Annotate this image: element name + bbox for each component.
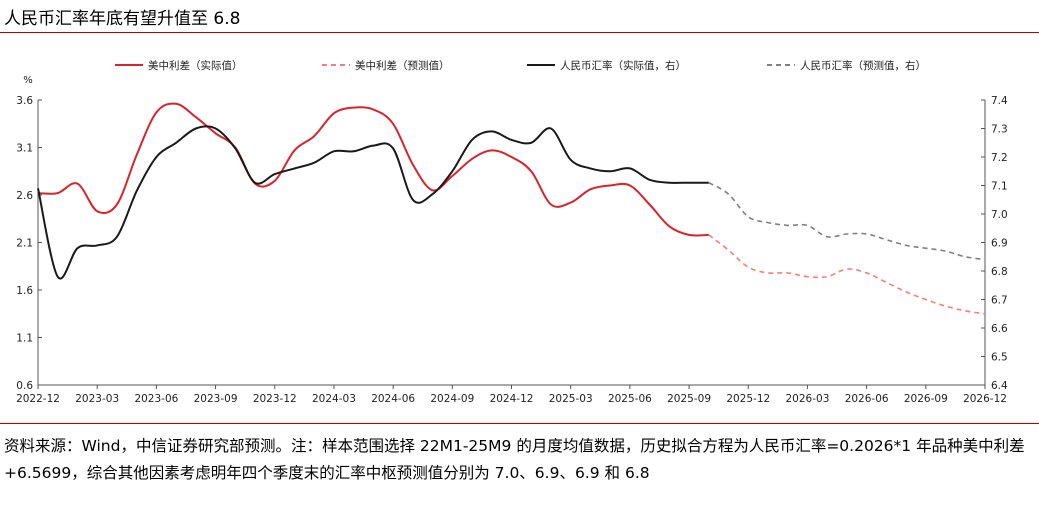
legend-label: 人民币汇率（预测值，右）	[800, 59, 926, 72]
source-note: 资料来源：Wind，中信证券研究部预测。注：样本范围选择 22M1-25M9 的…	[4, 437, 1025, 482]
right-tick-label: 7.2	[991, 152, 1008, 164]
left-tick-label: 1.6	[16, 285, 33, 297]
spread-forecast-line	[708, 234, 986, 315]
x-tick-label: 2023-12	[253, 393, 297, 405]
legend-label: 人民币汇率（实际值，右）	[560, 59, 686, 72]
x-tick-label: 2024-03	[312, 393, 356, 405]
x-tick-label: 2024-09	[430, 393, 474, 405]
x-tick-label: 2022-12	[16, 393, 60, 405]
x-tick-label: 2025-12	[726, 393, 770, 405]
right-tick-label: 6.7	[991, 295, 1008, 307]
title-divider	[0, 32, 1039, 33]
left-tick-label: 3.6	[16, 95, 33, 107]
x-tick-label: 2023-09	[194, 393, 238, 405]
right-tick-label: 7.1	[991, 181, 1008, 193]
x-tick-label: 2023-03	[75, 393, 119, 405]
spread-actual-line	[37, 102, 709, 237]
chart-legend: 美中利差（实际值） 美中利差（预测值） 人民币汇率（实际值，右） 人民币汇率（预测值，…	[115, 59, 926, 72]
left-tick-label: 3.1	[16, 143, 33, 155]
left-tick-label: 0.6	[16, 380, 33, 392]
left-tick-label: 1.1	[16, 333, 33, 345]
x-tick-label: 2023-06	[134, 393, 178, 405]
right-tick-label: 7.3	[991, 124, 1008, 136]
legend-label: 美中利差（实际值）	[148, 59, 243, 72]
x-tick-label: 2025-09	[667, 393, 711, 405]
fx-actual-line	[37, 125, 709, 280]
right-tick-label: 7.4	[991, 95, 1008, 107]
x-tick-label: 2025-06	[608, 393, 652, 405]
right-tick-label: 6.8	[991, 266, 1008, 278]
left-tick-label: 2.6	[16, 190, 33, 202]
x-tick-label: 2024-12	[490, 393, 534, 405]
chart-title: 人民币汇率年底有望升值至 6.8	[4, 9, 241, 29]
line-chart: % 0.6 1.1 1.6 2.1 2.6 3.1 3.6 6.4 6.5 6.6 6.7 6.8 6.9…	[16, 59, 1008, 405]
right-tick-label: 6.5	[991, 352, 1008, 364]
right-tick-label: 6.6	[991, 323, 1008, 335]
x-tick-label: 2026-12	[963, 393, 1007, 405]
legend-label: 美中利差（预测值）	[355, 59, 450, 72]
left-tick-label: 2.1	[16, 238, 33, 250]
x-tick-label: 2026-09	[904, 393, 948, 405]
chart-series	[37, 102, 986, 315]
x-tick-label: 2025-03	[549, 393, 593, 405]
x-tick-label: 2026-03	[786, 393, 830, 405]
fx-forecast-line	[708, 181, 986, 261]
note-divider	[0, 423, 1039, 424]
x-tick-label: 2026-06	[845, 393, 889, 405]
right-tick-label: 7.0	[991, 209, 1008, 221]
x-tick-label: 2024-06	[371, 393, 415, 405]
right-tick-label: 6.4	[991, 380, 1008, 392]
left-axis-unit: %	[23, 75, 33, 86]
chart-axes: % 0.6 1.1 1.6 2.1 2.6 3.1 3.6 6.4 6.5 6.6 6.7 6.8 6.9…	[16, 75, 1008, 405]
right-tick-label: 6.9	[991, 238, 1008, 250]
